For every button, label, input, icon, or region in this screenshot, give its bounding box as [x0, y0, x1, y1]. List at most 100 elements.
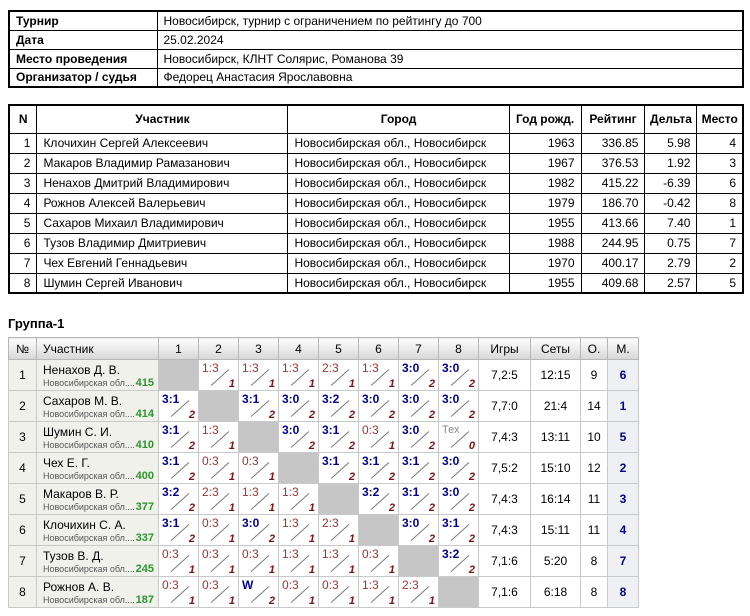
result-points: 2: [188, 533, 195, 545]
group-column-header: 5: [318, 337, 359, 360]
result-score: 3:0: [362, 392, 380, 406]
participant-place: 4: [696, 132, 744, 154]
result-points: 2: [428, 409, 435, 421]
result-score: 2:3: [322, 361, 339, 375]
result-score: 1:3: [282, 485, 299, 499]
result-cell: 0:3 1: [358, 421, 399, 453]
result-cell: 0:3 1: [198, 452, 239, 484]
participant-rating: 413.66: [580, 212, 646, 234]
participant-birthyear: 1970: [508, 252, 582, 274]
result-cell: 1:3 1: [358, 576, 399, 608]
result-score: 3:0: [402, 392, 420, 406]
player-name: Ненахов Д. В.: [43, 362, 121, 377]
info-table-body: Турнир Новосибирск, турнир с ограничением…: [8, 10, 744, 88]
result-score: 1:3: [362, 578, 379, 592]
result-points: 1: [228, 502, 235, 514]
result-points: 2: [348, 409, 355, 421]
participant-city: Новосибирская обл., Новосибирск: [287, 212, 510, 234]
result-cell: 0:3 1: [198, 545, 239, 577]
group-player-cell: Клочихин С. А. Новосибирская обл.... 337: [36, 514, 159, 546]
group-player-row: 4 Чех Е. Г. Новосибирская обл.... 400 3:1 2 0:…: [8, 452, 639, 484]
place-cell: 1: [607, 390, 639, 422]
result-score: 3:1: [162, 392, 180, 406]
result-points: 2: [348, 440, 355, 452]
place-cell: 2: [607, 452, 639, 484]
result-cell: 3:1 2: [158, 421, 199, 453]
result-cell: 2:3 1: [398, 576, 439, 608]
result-cell: 3:1 2: [158, 452, 199, 484]
result-points: 1: [348, 378, 355, 390]
group-player-row: 8 Рожнов А. В. Новосибирская обл.... 187 0:3…: [8, 576, 639, 608]
player-subline: Новосибирская обл.... 410: [43, 439, 154, 451]
group-row-number: 2: [8, 390, 37, 422]
participant-rating: 409.68: [580, 272, 646, 294]
result-score: 3:0: [442, 361, 460, 375]
info-value: 25.02.2024: [156, 29, 744, 50]
participant-birthyear: 1988: [508, 232, 582, 254]
result-points: 1: [228, 533, 235, 545]
participant-row: 8 Шумин Сергей Иванович Новосибирская обл.…: [8, 272, 744, 294]
group-player-row: 6 Клочихин С. А. Новосибирская обл.... 337 3…: [8, 514, 639, 546]
points-cell: 9: [580, 359, 608, 391]
result-score: 3:0: [282, 392, 300, 406]
group-row-number: 3: [8, 421, 37, 453]
result-cell: 3:0 2: [438, 483, 479, 515]
participant-birthyear: 1955: [508, 272, 582, 294]
result-score: 1:3: [282, 361, 299, 375]
result-score: 3:1: [242, 392, 260, 406]
player-rating: 410: [135, 438, 154, 451]
participants-column-header: Год рожд.: [508, 104, 582, 134]
games-cell: 7,1:6: [478, 545, 531, 577]
result-points: 1: [348, 595, 355, 607]
result-cell: 3:0 2: [278, 390, 319, 422]
participant-delta: 7.40: [644, 212, 698, 234]
participant-place: 5: [696, 272, 744, 294]
participant-delta: 1.92: [644, 152, 698, 174]
result-score: 0:3: [162, 547, 179, 561]
result-cell: 3:1 2: [358, 452, 399, 484]
result-cell: 3:2 2: [318, 390, 359, 422]
result-cell: 3:0 2: [398, 421, 439, 453]
result-score: 0:3: [362, 423, 379, 437]
group-column-header: Сеты: [530, 337, 581, 360]
player-subline: Новосибирская обл.... 400: [43, 470, 154, 482]
result-points: 1: [228, 440, 235, 452]
result-points: 2: [268, 409, 275, 421]
result-points: 1: [188, 564, 195, 576]
participant-name: Макаров Владимир Рамазанович: [36, 152, 289, 174]
result-points: 2: [428, 378, 435, 390]
group-title: Группа-1: [8, 316, 65, 331]
result-score: 3:1: [402, 454, 420, 468]
result-score: 3:2: [442, 547, 460, 561]
result-score: 3:0: [242, 516, 260, 530]
result-cell: 3:1 2: [318, 452, 359, 484]
info-row: Место проведения Новосибирск, КЛНТ Соляри…: [8, 48, 744, 69]
result-score: 3:2: [362, 485, 380, 499]
info-label: Место проведения: [8, 48, 158, 69]
group-column-header: 2: [198, 337, 239, 360]
player-subline: Новосибирская обл.... 377: [43, 501, 154, 513]
diagonal-self-cell: [438, 576, 479, 608]
participant-birthyear: 1967: [508, 152, 582, 174]
result-score: 1:3: [362, 361, 379, 375]
player-rating: 377: [135, 500, 154, 513]
result-points: 2: [308, 440, 315, 452]
result-score: 3:1: [322, 423, 340, 437]
result-cell: 3:0 2: [398, 390, 439, 422]
result-score: 3:1: [162, 516, 180, 530]
result-cell: 3:2 2: [358, 483, 399, 515]
group-player-cell: Шумин С. И. Новосибирская обл.... 410: [36, 421, 159, 453]
result-cell: 3:1 2: [158, 390, 199, 422]
player-rating: 245: [135, 562, 154, 575]
participant-name: Чех Евгений Геннадьевич: [36, 252, 289, 274]
result-score: 0:3: [242, 547, 259, 561]
result-score: 1:3: [282, 547, 299, 561]
diagonal-self-cell: [398, 545, 439, 577]
group-row-number: 5: [8, 483, 37, 515]
result-cell: 1:3 1: [278, 545, 319, 577]
result-points: 2: [268, 533, 275, 545]
result-cell: 3:2 2: [438, 545, 479, 577]
group-player-cell: Макаров В. Р. Новосибирская обл.... 377: [36, 483, 159, 515]
info-row: Организатор / судья Федорец Анастасия Яро…: [8, 67, 744, 88]
